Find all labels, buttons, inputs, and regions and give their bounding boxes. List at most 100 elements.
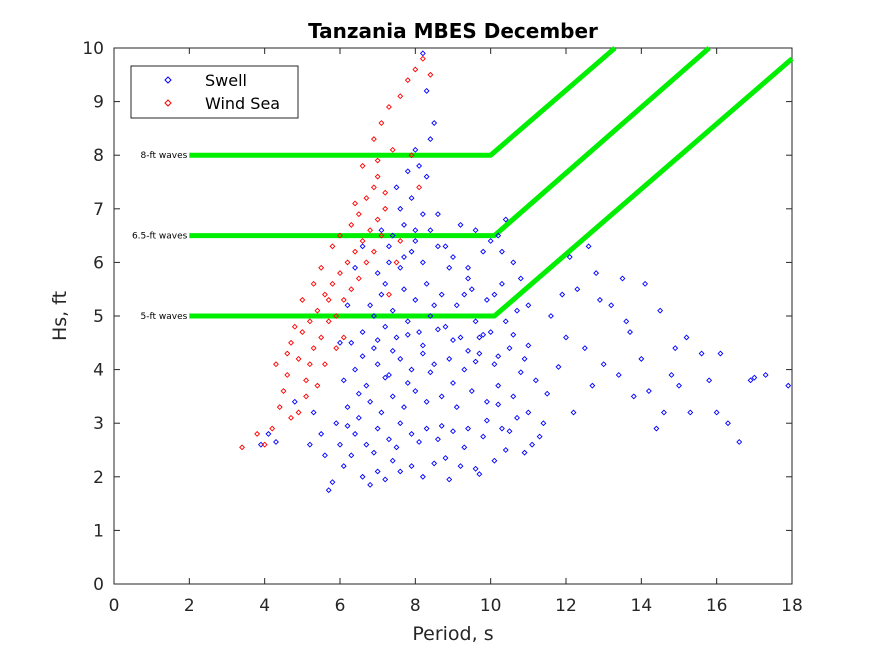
data-point [337, 270, 343, 277]
data-point [502, 216, 509, 223]
x-tick-label: 0 [109, 596, 120, 616]
data-point [348, 452, 355, 459]
data-point [374, 425, 381, 432]
data-point [514, 414, 520, 421]
data-point [785, 382, 792, 389]
data-point [386, 243, 392, 250]
y-tick-label: 9 [93, 93, 104, 113]
data-point [423, 280, 430, 287]
data-point [713, 409, 720, 416]
data-point [397, 420, 404, 427]
data-point [344, 259, 351, 266]
data-point [265, 430, 272, 437]
data-point [419, 350, 426, 357]
data-point [359, 238, 366, 244]
threshold-label: 8-ft waves [141, 151, 188, 161]
data-point [461, 444, 468, 451]
data-point [762, 372, 769, 378]
data-point [446, 264, 453, 271]
data-point [483, 417, 490, 424]
data-point [374, 157, 381, 164]
data-point [389, 146, 396, 153]
data-point [532, 377, 539, 384]
data-point [389, 307, 396, 314]
data-point [386, 259, 392, 266]
data-point [333, 345, 340, 352]
data-point [344, 422, 351, 429]
data-point [412, 296, 419, 303]
legend-marker-swell [164, 76, 172, 84]
data-point [378, 120, 385, 126]
data-point [310, 345, 317, 352]
data-point [352, 366, 359, 373]
data-point [333, 313, 340, 319]
data-point [374, 337, 381, 344]
x-tick-label: 14 [631, 596, 653, 616]
data-point [352, 264, 359, 271]
data-point [408, 195, 415, 202]
data-point [450, 337, 456, 344]
data-point [476, 334, 483, 341]
data-point [321, 452, 328, 459]
data-point [363, 195, 370, 202]
data-point [419, 473, 426, 480]
data-point [525, 409, 532, 416]
data-point [382, 476, 389, 483]
data-point [472, 318, 479, 325]
series-wind-sea [239, 55, 434, 451]
data-point [325, 296, 332, 303]
data-point [340, 334, 347, 341]
data-point [465, 275, 472, 282]
data-point [306, 318, 313, 325]
data-point [472, 358, 479, 365]
data-point [329, 280, 336, 287]
data-point [491, 457, 498, 464]
data-point [698, 350, 705, 357]
y-tick-label: 10 [82, 39, 104, 59]
data-point [239, 444, 246, 451]
data-point [423, 87, 430, 94]
data-point [295, 409, 302, 416]
data-point [529, 441, 536, 448]
data-point [499, 425, 505, 432]
y-tick-label: 6 [93, 253, 104, 273]
data-point [525, 342, 532, 349]
data-point [502, 318, 509, 325]
data-point [427, 313, 434, 319]
y-tick-label: 1 [93, 521, 104, 541]
data-point [559, 291, 566, 298]
threshold-line [189, 46, 617, 158]
x-tick-label: 6 [335, 596, 346, 616]
data-point [416, 439, 423, 445]
data-point [725, 420, 731, 427]
data-point [480, 331, 487, 338]
data-point [525, 302, 532, 309]
data-point [321, 291, 328, 298]
data-point [386, 104, 392, 110]
data-point [352, 200, 359, 207]
y-axis-label: Hs, ft [49, 291, 71, 341]
data-point [412, 66, 419, 73]
data-point [408, 430, 415, 437]
data-point [408, 152, 415, 159]
data-point [547, 313, 554, 319]
data-point [401, 254, 407, 260]
data-point [367, 398, 374, 405]
data-point [544, 390, 551, 397]
data-point [352, 248, 359, 255]
data-point [687, 409, 694, 416]
data-point [442, 455, 449, 461]
data-point [468, 388, 475, 394]
data-point [563, 334, 569, 341]
data-point [401, 286, 407, 293]
data-point [370, 313, 377, 319]
data-point [363, 382, 370, 389]
data-point [370, 248, 377, 255]
data-point [314, 382, 321, 389]
data-point [412, 388, 419, 394]
legend-label-swell: Swell [205, 71, 247, 90]
data-point [593, 270, 600, 277]
data-point [397, 468, 404, 475]
data-point [329, 479, 336, 486]
